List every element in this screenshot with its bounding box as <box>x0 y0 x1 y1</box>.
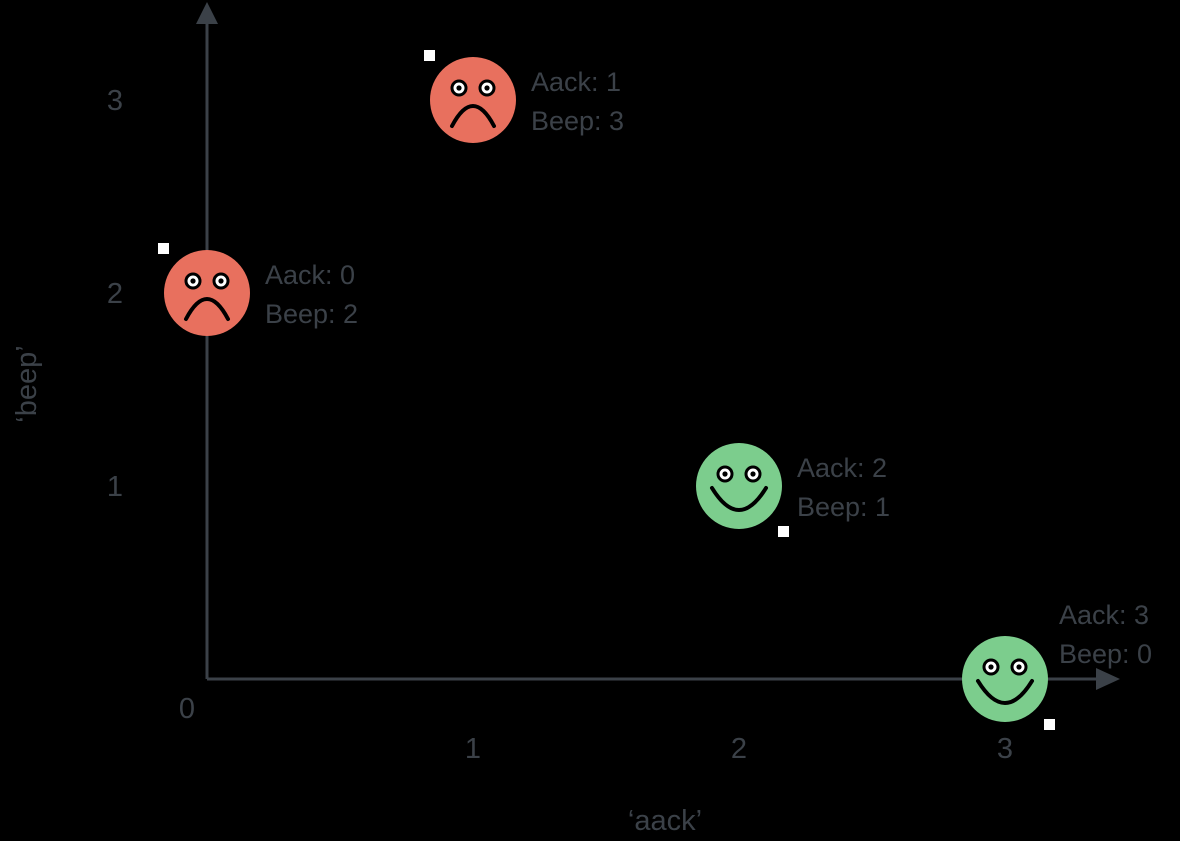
sad-face-icon <box>164 250 250 336</box>
data-point: Aack: 0 Beep: 2 <box>158 243 358 336</box>
x-axis-arrowhead <box>1096 668 1120 690</box>
point-label-beep: Beep: 1 <box>797 492 890 522</box>
pupil <box>456 85 462 91</box>
point-label-aack: Aack: 2 <box>797 453 887 483</box>
origin-tick-label: 0 <box>179 693 195 725</box>
x-tick-label: 1 <box>465 733 481 765</box>
y-axis-arrowhead <box>196 2 218 24</box>
mouth <box>184 297 230 321</box>
sad-face-icon <box>430 57 516 143</box>
point-label-aack: Aack: 1 <box>531 67 621 97</box>
face-circle <box>430 57 516 143</box>
pupil <box>750 471 756 477</box>
mouth <box>450 104 496 128</box>
point-marker <box>778 526 789 537</box>
x-axis-title: ‘aack’ <box>628 805 702 837</box>
data-point: Aack: 1 Beep: 3 <box>424 50 624 143</box>
point-label-beep: Beep: 0 <box>1059 639 1152 669</box>
point-label-beep: Beep: 3 <box>531 106 624 136</box>
axes <box>196 2 1120 690</box>
point-marker <box>1044 719 1055 730</box>
point-marker <box>424 50 435 61</box>
face-circle <box>696 443 782 529</box>
x-tick-label: 3 <box>997 733 1013 765</box>
y-axis-title: ‘beep’ <box>11 345 43 422</box>
pupil <box>1016 664 1022 670</box>
pupil <box>484 85 490 91</box>
point-label-aack: Aack: 0 <box>265 260 355 290</box>
y-tick-label: 2 <box>107 278 123 310</box>
point-marker <box>158 243 169 254</box>
pupil <box>190 278 196 284</box>
point-label-beep: Beep: 2 <box>265 299 358 329</box>
pupil <box>722 471 728 477</box>
y-tick-label: 3 <box>107 85 123 117</box>
tick-labels: 0 1 2 3 1 2 3 <box>107 85 1013 765</box>
data-point: Aack: 3 Beep: 0 <box>962 600 1152 730</box>
mouth <box>710 486 768 512</box>
happy-face-icon <box>696 443 782 529</box>
x-tick-label: 2 <box>731 733 747 765</box>
data-points: Aack: 0 Beep: 2 Aack: 1 Beep: 3 Aack: 2 Beep:… <box>158 50 1152 730</box>
pupil <box>988 664 994 670</box>
y-tick-label: 1 <box>107 471 123 503</box>
mouth <box>976 679 1034 705</box>
happy-face-icon <box>962 636 1048 722</box>
point-label-aack: Aack: 3 <box>1059 600 1149 630</box>
pupil <box>218 278 224 284</box>
face-circle <box>962 636 1048 722</box>
data-point: Aack: 2 Beep: 1 <box>696 443 890 537</box>
face-circle <box>164 250 250 336</box>
